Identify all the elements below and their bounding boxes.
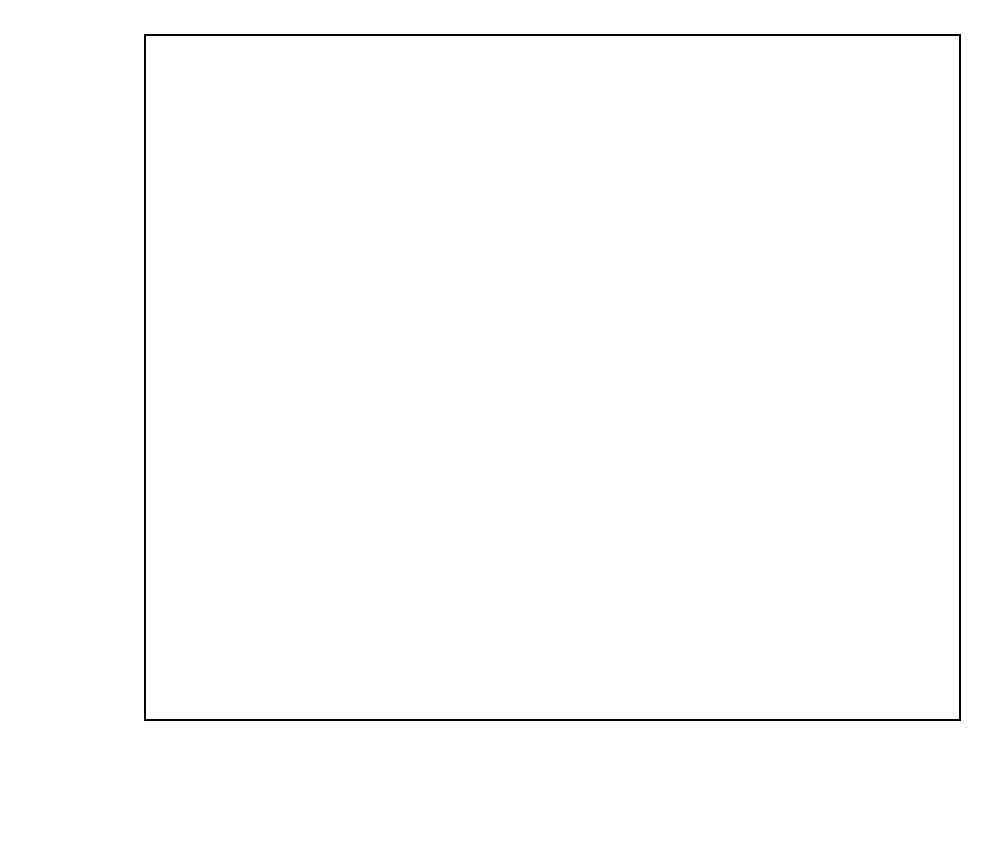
- chart-container: [0, 0, 1000, 855]
- degradation-chart: [0, 0, 1000, 855]
